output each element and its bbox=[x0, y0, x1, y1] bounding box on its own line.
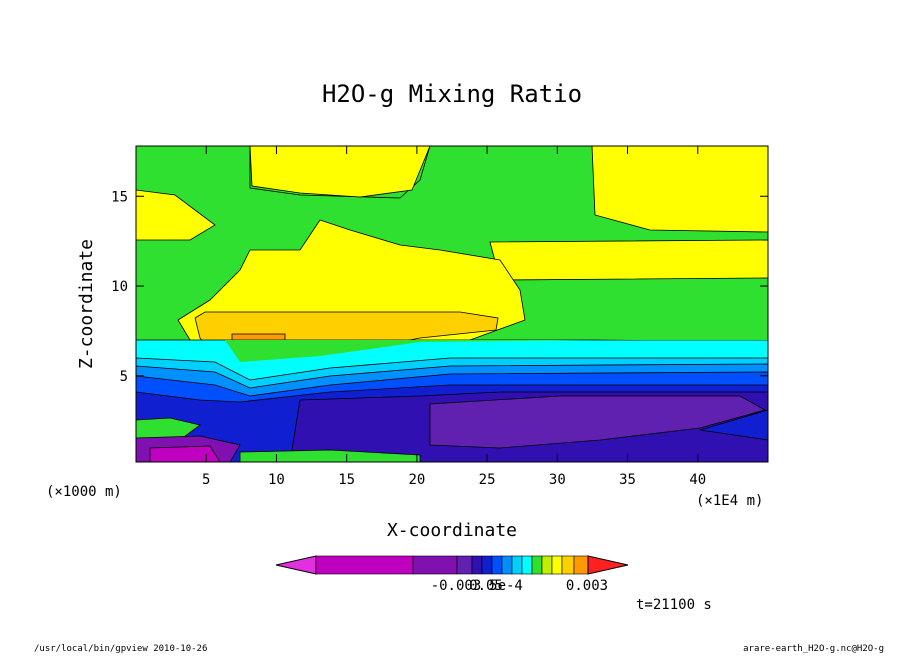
colorbar-label: -0.003 bbox=[431, 578, 482, 594]
time-label: t=21100 s bbox=[636, 597, 712, 613]
x-tick-label: 30 bbox=[549, 472, 566, 488]
y-tick-label: 10 bbox=[111, 279, 128, 295]
x-tick-label: 25 bbox=[479, 472, 496, 488]
footer-right: arare-earth_H2O-g.nc@H2O-g bbox=[743, 644, 884, 654]
y-tick-label: 5 bbox=[120, 369, 128, 385]
x-tick-label: 20 bbox=[408, 472, 425, 488]
colorbar-segment bbox=[501, 555, 513, 575]
y-tick-label: 15 bbox=[111, 189, 128, 205]
colorbar-segment bbox=[511, 555, 523, 575]
plot-frame bbox=[135, 145, 769, 463]
colorbar-segment bbox=[541, 555, 553, 575]
colorbar-segment bbox=[456, 555, 473, 575]
colorbar-segment bbox=[531, 555, 543, 575]
colorbar-segment bbox=[573, 555, 589, 575]
colorbar-label: 0.05 bbox=[469, 578, 503, 594]
colorbar-label: 0.003 bbox=[566, 578, 608, 594]
colorbar-end bbox=[587, 555, 629, 575]
contour-region bbox=[136, 189, 216, 241]
x-tick-label: 10 bbox=[268, 472, 285, 488]
y-axis-label: Z-coordinate bbox=[76, 239, 97, 369]
contour-region bbox=[239, 449, 421, 462]
colorbar-segment bbox=[315, 555, 414, 575]
contour-field bbox=[136, 146, 768, 462]
contour-region bbox=[136, 417, 201, 441]
colorbar-segment bbox=[551, 555, 563, 575]
colorbar-segment bbox=[561, 555, 575, 575]
x-axis-label: X-coordinate bbox=[387, 520, 517, 541]
x-tick-label: 15 bbox=[338, 472, 355, 488]
contour-region bbox=[429, 395, 767, 449]
x-tick-label: 5 bbox=[202, 472, 210, 488]
x-unit-right: (×1E4 m) bbox=[696, 493, 763, 509]
colorbar-segment bbox=[471, 555, 483, 575]
contour-region bbox=[136, 338, 768, 362]
contour-region bbox=[249, 146, 431, 198]
contour-region bbox=[591, 146, 768, 233]
contour-region bbox=[489, 239, 768, 281]
x-unit: (×1000 m) bbox=[46, 484, 122, 500]
x-tick-label: 40 bbox=[689, 472, 706, 488]
colorbar-label: 5e-4 bbox=[489, 578, 523, 594]
colorbar-segment bbox=[412, 555, 458, 575]
colorbar-segment bbox=[481, 555, 493, 575]
colorbar-segment bbox=[521, 555, 533, 575]
colorbar-segment bbox=[491, 555, 503, 575]
footer-left: /usr/local/bin/gpview 2010-10-26 bbox=[34, 644, 207, 654]
chart-title: H2O-g Mixing Ratio bbox=[322, 80, 582, 108]
x-tick-label: 35 bbox=[619, 472, 636, 488]
colorbar-end bbox=[275, 555, 317, 575]
contour-region bbox=[149, 445, 221, 462]
